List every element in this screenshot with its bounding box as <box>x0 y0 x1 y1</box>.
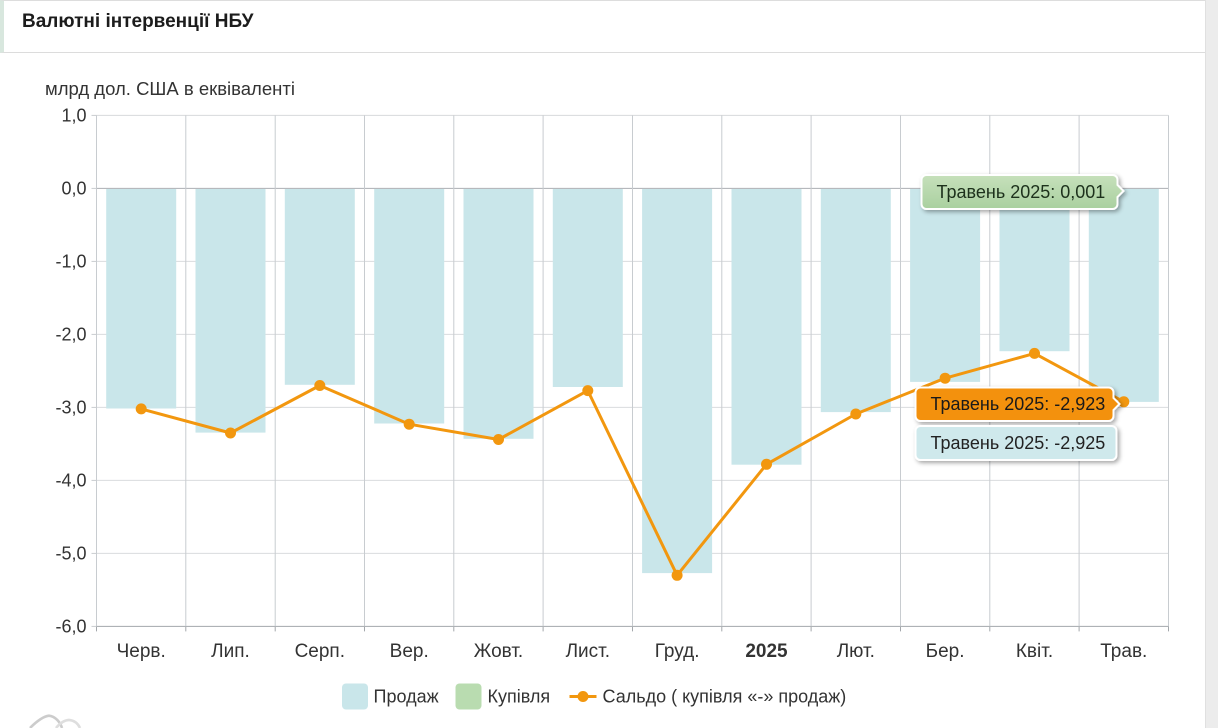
svg-text:Сальдо ( купівля «-» продаж): Сальдо ( купівля «-» продаж) <box>603 687 847 707</box>
svg-text:-2,0: -2,0 <box>55 324 86 344</box>
svg-text:Квіт.: Квіт. <box>1016 641 1053 662</box>
svg-text:Травень 2025: -2,923: Травень 2025: -2,923 <box>931 394 1106 414</box>
svg-text:-5,0: -5,0 <box>55 543 86 563</box>
svg-text:2025: 2025 <box>745 641 788 662</box>
svg-text:Травень 2025: 0,001: Травень 2025: 0,001 <box>937 182 1106 202</box>
svg-text:Травень 2025: -2,925: Травень 2025: -2,925 <box>931 433 1106 453</box>
svg-text:1,0: 1,0 <box>61 105 86 125</box>
svg-text:-4,0: -4,0 <box>55 470 86 490</box>
svg-text:Купівля: Купівля <box>488 687 551 707</box>
svg-text:Вер.: Вер. <box>390 641 429 662</box>
svg-text:Жовт.: Жовт. <box>474 641 523 662</box>
svg-text:-3,0: -3,0 <box>55 397 86 417</box>
svg-text:Бер.: Бер. <box>926 641 965 662</box>
svg-text:-6,0: -6,0 <box>55 616 86 636</box>
svg-text:Серп.: Серп. <box>295 641 345 662</box>
svg-text:Лист.: Лист. <box>566 641 610 662</box>
svg-text:-1,0: -1,0 <box>55 251 86 271</box>
svg-text:0,0: 0,0 <box>61 178 86 198</box>
svg-text:Черв.: Черв. <box>117 641 166 662</box>
svg-text:Груд.: Груд. <box>655 641 700 662</box>
svg-text:Лип.: Лип. <box>211 641 250 662</box>
svg-text:Продаж: Продаж <box>374 687 439 707</box>
svg-text:Трав.: Трав. <box>1100 641 1147 662</box>
svg-text:Лют.: Лют. <box>837 641 875 662</box>
